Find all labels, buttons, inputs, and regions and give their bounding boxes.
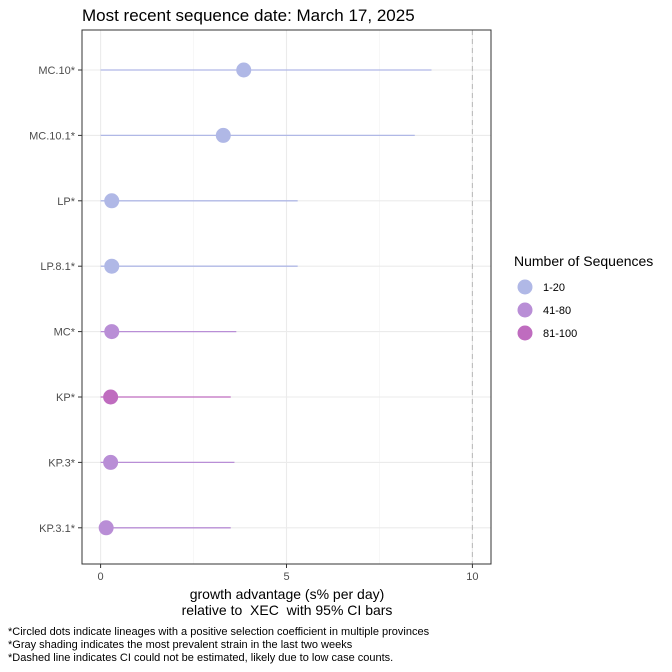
legend-key — [517, 302, 533, 318]
x-tick-label: 10 — [466, 571, 478, 583]
legend-title: Number of Sequences — [514, 253, 653, 269]
data-point — [103, 389, 119, 405]
legend-label: 41-80 — [543, 305, 571, 317]
data-point — [103, 454, 119, 470]
data-point — [215, 127, 231, 143]
x-axis-title-line1: growth advantage (s% per day) — [190, 586, 385, 602]
y-tick-label: LP* — [57, 196, 75, 208]
footnote-gray-shading: *Gray shading indicates the most prevale… — [8, 639, 353, 651]
chart-title: Most recent sequence date: March 17, 202… — [82, 6, 415, 25]
footnote-circled-dots: *Circled dots indicate lineages with a p… — [8, 626, 430, 638]
y-tick-label: MC* — [54, 327, 76, 339]
plot-panel: MC.10* MC.10.1* LP* LP.8.1* MC* KP* KP.3* KP.3.… — [29, 29, 492, 583]
legend-label: 1-20 — [543, 282, 565, 294]
y-tick-label: KP.3* — [48, 457, 75, 469]
data-point — [104, 258, 120, 274]
x-tick-label: 0 — [98, 571, 104, 583]
y-tick-label: KP.3.1* — [39, 523, 76, 535]
y-tick-label: MC.10* — [38, 65, 75, 77]
legend-label: 81-100 — [543, 328, 577, 340]
x-axis-title-line2: relative to XEC with 95% CI bars — [182, 602, 393, 618]
legend-key — [517, 279, 533, 295]
y-tick-label: LP.8.1* — [40, 261, 75, 273]
data-point — [98, 520, 114, 536]
x-tick-label: 5 — [283, 571, 289, 583]
y-tick-label: MC.10.1* — [29, 130, 76, 142]
footnote-dashed-line: *Dashed line indicates CI could not be e… — [8, 652, 394, 664]
legend-key — [517, 325, 533, 341]
data-point — [236, 62, 252, 78]
data-point — [104, 324, 120, 340]
legend: Number of Sequences 1-20 41-80 81-100 — [514, 253, 653, 341]
y-tick-label: KP* — [56, 392, 76, 404]
data-point — [104, 193, 120, 209]
